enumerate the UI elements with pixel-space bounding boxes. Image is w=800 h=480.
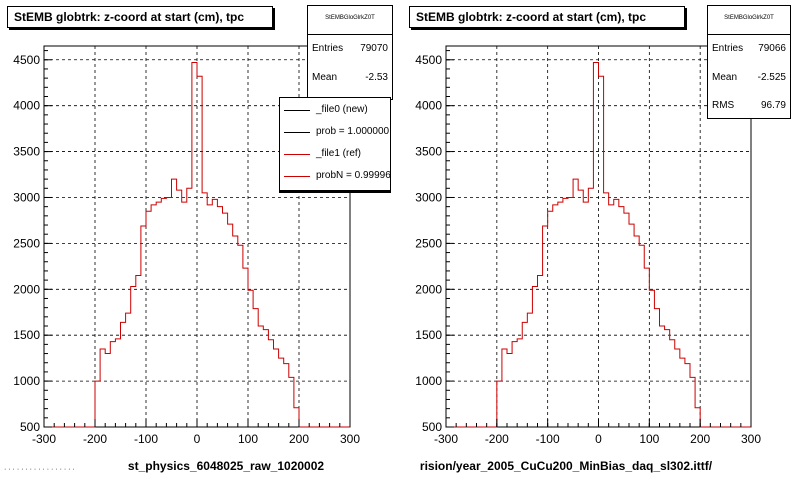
- x-tick-label: -200: [485, 432, 509, 446]
- y-tick-label: 2500: [415, 236, 442, 250]
- stats-entries-value-left: 79070: [360, 43, 388, 54]
- stats-entries-label-right: Entries: [712, 43, 744, 54]
- legend-entry: probN = 0.99996: [282, 166, 390, 188]
- y-tick-label: 3000: [415, 190, 442, 204]
- y-tick-label: 4500: [415, 53, 442, 67]
- histogram-series-right: [446, 62, 751, 428]
- stats-entries-label-left: Entries: [312, 43, 344, 54]
- stats-mean-row-right: Mean -2.525: [712, 72, 786, 83]
- y-tick-label: 2000: [13, 282, 40, 296]
- y-tick-label: 4000: [13, 99, 40, 113]
- x-tick-label: 0: [194, 432, 201, 446]
- x-tick-label: 200: [289, 432, 309, 446]
- x-tick-label: -200: [83, 432, 107, 446]
- stats-rms-label-right: RMS: [712, 100, 735, 111]
- stats-mean-value-right: -2.525: [757, 72, 786, 83]
- y-tick-label: 4500: [13, 53, 40, 67]
- legend-label: _file1 (ref): [316, 148, 362, 159]
- footnote: · · · · · · · · · · · · · · · · ·: [4, 466, 75, 473]
- x-axis-label-right: rision/year_2005_CuCu200_MinBias_daq_sl3…: [420, 459, 713, 473]
- legend-swatch: [284, 154, 310, 155]
- chart-title-right: StEMB globtrk: z-coord at start (cm), tp…: [409, 6, 685, 28]
- y-tick-label: 1500: [415, 328, 442, 342]
- y-tick-label: 2500: [13, 236, 40, 250]
- legend-swatch: [284, 132, 310, 133]
- stats-mean-label-left: Mean: [312, 72, 338, 83]
- legend-label: probN = 0.99996: [316, 170, 391, 181]
- x-tick-label: 100: [238, 432, 258, 446]
- stats-rms-row-right: RMS 96.79: [712, 100, 786, 111]
- plot-frame-right: [445, 45, 752, 428]
- y-tick-label: 4000: [415, 99, 442, 113]
- stats-entries-value-right: 79066: [758, 43, 786, 54]
- chart-title-left-text: StEMB globtrk: z-coord at start (cm), tp…: [14, 10, 245, 24]
- legend-swatch: [284, 110, 310, 111]
- x-tick-label: -100: [536, 432, 560, 446]
- x-tick-label: -100: [134, 432, 158, 446]
- y-tick-label: 2000: [415, 282, 442, 296]
- x-tick-label: 300: [340, 432, 360, 446]
- stats-rms-value-right: 96.79: [760, 100, 786, 111]
- stats-mean-row-left: Mean -2.53: [312, 72, 388, 83]
- stats-name-left: StEMBGloGlrkZ0T: [325, 15, 375, 21]
- stats-box-left: StEMBGloGlrkZ0T Entries 79070 Mean -2.53: [307, 5, 393, 100]
- x-tick-label: 200: [690, 432, 710, 446]
- histogram-panel-right: -300 -200 -100 0 100 200 300 500 1000 1500 2000 250…: [415, 45, 761, 473]
- y-tick-label: 3500: [415, 145, 442, 159]
- legend-entry: prob = 1.000000: [282, 122, 390, 144]
- x-tick-label: 300: [741, 432, 761, 446]
- x-tick-label: 0: [595, 432, 602, 446]
- chart-title-left: StEMB globtrk: z-coord at start (cm), tp…: [7, 6, 273, 28]
- y-tick-label: 500: [20, 420, 40, 434]
- histogram-series-left: [44, 62, 350, 428]
- legend-entry: _file1 (ref): [282, 144, 390, 166]
- y-tick-label: 1500: [13, 328, 40, 342]
- x-axis-label-left: st_physics_6048025_raw_1020002: [128, 459, 324, 473]
- y-tick-label: 3500: [13, 145, 40, 159]
- legend-label: _file0 (new): [316, 104, 368, 115]
- y-tick-label: 1000: [13, 374, 40, 388]
- legend-swatch: [284, 176, 310, 177]
- y-tick-label: 3000: [13, 190, 40, 204]
- legend-box-left: _file0 (new) prob = 1.000000 _file1 (ref…: [279, 97, 391, 193]
- legend-label: prob = 1.000000: [316, 126, 390, 137]
- x-tick-label: 100: [639, 432, 659, 446]
- stats-separator-right: [708, 34, 790, 35]
- stats-box-right: StEMBGloGlrkZ0T Entries 79066 Mean -2.52…: [707, 5, 791, 119]
- stats-entries-row-left: Entries 79070: [312, 43, 388, 54]
- stats-mean-value-left: -2.53: [365, 72, 388, 83]
- chart-title-right-text: StEMB globtrk: z-coord at start (cm), tp…: [416, 10, 647, 24]
- x-tick-label: -300: [434, 432, 458, 446]
- stats-mean-label-right: Mean: [712, 72, 738, 83]
- stats-name-right: StEMBGloGlrkZ0T: [724, 15, 774, 21]
- stats-entries-row-right: Entries 79066: [712, 43, 786, 54]
- x-tick-label: -300: [32, 432, 56, 446]
- legend-entry: _file0 (new): [282, 100, 390, 122]
- y-tick-label: 500: [422, 420, 442, 434]
- y-tick-label: 1000: [415, 374, 442, 388]
- stats-separator-left: [308, 34, 392, 35]
